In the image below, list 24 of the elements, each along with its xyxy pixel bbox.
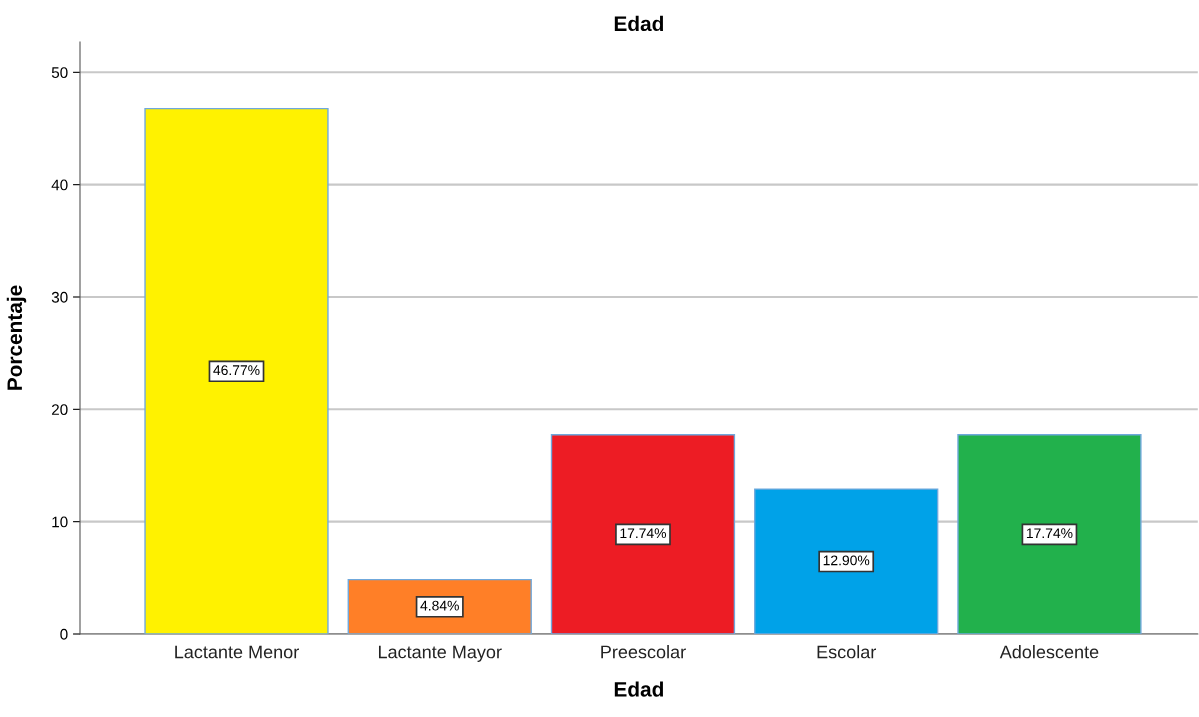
- y-tick-label: 20: [51, 404, 68, 416]
- x-tick-label: Escolar: [817, 645, 877, 659]
- bar: [957, 434, 1142, 634]
- bar: [144, 107, 329, 634]
- data-label: 4.84%: [420, 600, 459, 611]
- x-tick-label: Adolescente: [999, 645, 1099, 659]
- y-tick-label: 50: [51, 67, 68, 79]
- y-tick-label: 30: [51, 291, 68, 303]
- bar: [347, 578, 532, 634]
- x-tick-label: Lactante Menor: [175, 645, 299, 659]
- y-axis-title: Porcentaje: [6, 285, 27, 390]
- y-tick-label: 40: [51, 179, 68, 191]
- x-tick-label: Preescolar: [601, 645, 686, 659]
- data-label: 17.74%: [1026, 528, 1073, 539]
- y-tick-label: 0: [60, 628, 68, 640]
- bar: [550, 434, 736, 634]
- x-axis-title: Edad: [614, 681, 663, 697]
- chart-title: Edad: [614, 15, 663, 32]
- data-label: 12.90%: [823, 555, 870, 566]
- data-label: 46.77%: [213, 365, 260, 376]
- bar: [754, 488, 939, 634]
- x-tick-label: Lactante Mayor: [378, 645, 502, 662]
- data-label: 17.74%: [620, 528, 667, 539]
- y-tick-label: 10: [52, 516, 68, 528]
